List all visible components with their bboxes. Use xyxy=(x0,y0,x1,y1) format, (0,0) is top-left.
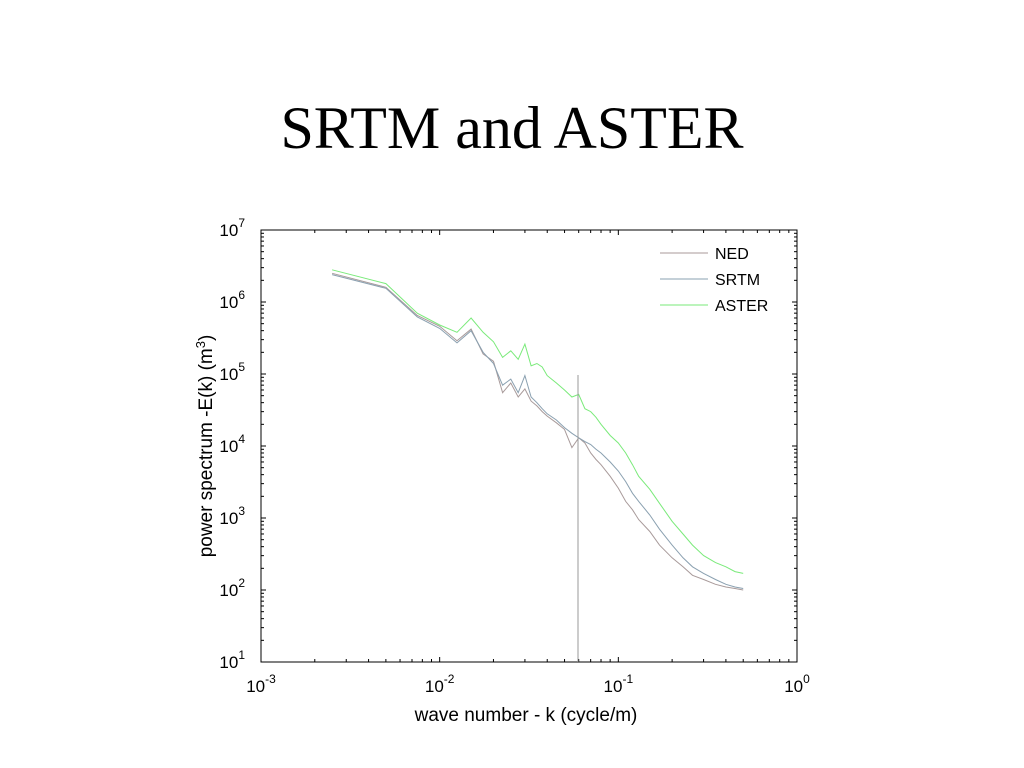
y-axis-label: power spectrum -E(k) (m3) xyxy=(193,335,217,558)
legend-label-ned: NED xyxy=(715,246,749,263)
legend-label-srtm: SRTM xyxy=(715,272,760,289)
x-tick-labels: 10-3 10-2 10-1 100 xyxy=(246,672,810,696)
x-tick-label: 10-2 xyxy=(425,672,455,696)
x-tick-label-exponent: -2 xyxy=(444,672,455,686)
series-line-ned xyxy=(331,272,744,591)
series-line-aster xyxy=(331,269,744,574)
y-axis-label-exponent: 3 xyxy=(193,341,208,348)
y-tick-label-base: 10 xyxy=(219,653,238,672)
x-tick-label-exponent: -1 xyxy=(622,672,633,686)
legend-label-aster: ASTER xyxy=(715,298,768,315)
y-tick-label-base: 10 xyxy=(219,437,238,456)
y-tick-label: 106 xyxy=(219,288,245,312)
y-tick-label: 102 xyxy=(219,576,245,600)
y-tick-label: 104 xyxy=(219,432,245,456)
y-tick-label-base: 10 xyxy=(219,365,238,384)
y-tick-label: 105 xyxy=(219,360,245,384)
x-tick-label-exponent: -3 xyxy=(265,672,276,686)
y-tick-label-exponent: 4 xyxy=(238,432,245,446)
x-tick-label-base: 10 xyxy=(784,677,803,696)
y-axis-label-close: ) xyxy=(196,335,217,341)
y-tick-label-exponent: 7 xyxy=(238,216,245,230)
legend: NED SRTM ASTER xyxy=(660,246,768,315)
y-tick-label-base: 10 xyxy=(219,221,238,240)
series-layer xyxy=(331,269,744,591)
y-tick-label-exponent: 6 xyxy=(238,288,245,302)
x-tick-label-base: 10 xyxy=(425,677,444,696)
y-tick-label-base: 10 xyxy=(219,293,238,312)
x-tick-label: 10-1 xyxy=(604,672,634,696)
x-tick-label-base: 10 xyxy=(246,677,265,696)
y-tick-label: 101 xyxy=(219,648,245,672)
x-tick-label-base: 10 xyxy=(604,677,623,696)
plot-area-frame xyxy=(260,229,798,663)
y-tick-label-exponent: 2 xyxy=(238,576,245,590)
y-tick-label-exponent: 5 xyxy=(238,360,245,374)
slide-title: SRTM and ASTER xyxy=(280,95,744,161)
x-tick-label-exponent: 0 xyxy=(803,672,810,686)
x-tick-label: 100 xyxy=(784,672,810,696)
y-tick-label-exponent: 1 xyxy=(238,648,245,662)
y-tick-label: 103 xyxy=(219,504,245,528)
y-axis-label-main: power spectrum -E(k) (m xyxy=(196,348,217,557)
y-tick-label-exponent: 3 xyxy=(238,504,245,518)
y-tick-label-base: 10 xyxy=(219,509,238,528)
series-line-srtm xyxy=(331,274,744,589)
y-tick-label: 107 xyxy=(219,216,245,240)
tick-marks xyxy=(260,230,797,663)
x-axis-label: wave number - k (cycle/m) xyxy=(414,705,638,726)
x-tick-label: 10-3 xyxy=(246,672,276,696)
y-tick-label-base: 10 xyxy=(219,581,238,600)
